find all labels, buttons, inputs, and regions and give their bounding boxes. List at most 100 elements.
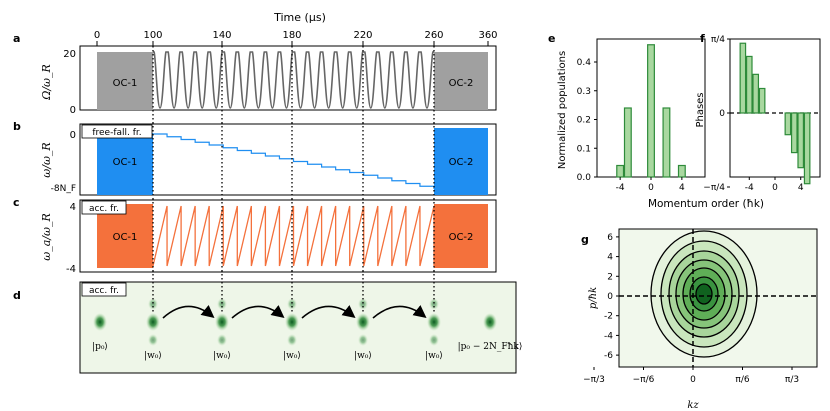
panel-e-ylabel: Normalized populations bbox=[557, 51, 568, 169]
xtick-label: π/3 bbox=[785, 375, 799, 385]
panel-c: OC-1 OC-2 acc. fr. 4 -4 ω_a/ω_R bbox=[40, 199, 497, 275]
panel-a-pulse-train bbox=[153, 51, 434, 109]
panel-b-oc1-label: OC-1 bbox=[113, 157, 138, 168]
panel-b-frame-label: free-fall. fr. bbox=[92, 128, 141, 138]
phase-bar bbox=[745, 55, 753, 114]
time-tick-label: 360 bbox=[478, 30, 497, 41]
panel-f-letter: f bbox=[700, 32, 705, 45]
time-axis-title: Time (μs) bbox=[273, 11, 326, 24]
wavepacket-side bbox=[287, 298, 297, 310]
wavepacket bbox=[93, 313, 107, 331]
phase-bar bbox=[752, 73, 760, 114]
panel-g-contours bbox=[650, 230, 758, 358]
population-bar bbox=[616, 164, 625, 178]
panel-b-staircase bbox=[153, 133, 435, 189]
panel-b-frame bbox=[79, 123, 497, 196]
panel-a-oc2-label: OC-2 bbox=[449, 78, 474, 89]
panel-b-frame-box bbox=[81, 124, 153, 139]
density-contour bbox=[695, 283, 713, 305]
ytick-label: 4 bbox=[607, 253, 613, 263]
transport-arrow bbox=[372, 305, 427, 319]
panel-e-ticks: 0.0 0.1 0.2 0.3 0.4 -4 0 4 bbox=[577, 58, 685, 193]
time-tick-label: 140 bbox=[212, 30, 231, 41]
wavepacket-side bbox=[358, 298, 368, 310]
panel-g-ylabel: p/ħk bbox=[588, 287, 599, 309]
wavepacket bbox=[483, 313, 497, 331]
panel-a-ylabel: Ω/ω_R bbox=[40, 64, 53, 101]
panel-b-oc2-label: OC-2 bbox=[449, 157, 474, 168]
panel-d-frame-box bbox=[81, 282, 127, 297]
time-tick-label: 180 bbox=[282, 30, 301, 41]
panel-a-ytick-0: 0 bbox=[70, 105, 76, 116]
xtick-label: π/6 bbox=[735, 375, 749, 385]
panel-g-letter: g bbox=[581, 233, 589, 246]
wavepacket-side bbox=[217, 334, 227, 346]
panel-d-frame-label: acc. fr. bbox=[89, 286, 119, 296]
ytick-label: -6 bbox=[604, 351, 613, 361]
panel-f-bars bbox=[739, 42, 811, 185]
transport-arrow bbox=[301, 305, 356, 319]
panel-c-frame-box bbox=[81, 200, 127, 215]
panel-e-bars bbox=[616, 44, 686, 178]
panel-b-ytick-0: 0 bbox=[70, 130, 76, 141]
phase-bar bbox=[739, 42, 747, 114]
ytick-label: 0 bbox=[607, 292, 613, 302]
panel-d-arrows bbox=[162, 304, 427, 319]
xtick-label: 4 bbox=[679, 183, 685, 193]
ytick-label: 2 bbox=[607, 272, 613, 282]
panel-b-letter: b bbox=[13, 120, 21, 133]
panel-c-ylabel: ω_a/ω_R bbox=[40, 213, 53, 261]
wavepacket-side bbox=[358, 334, 368, 346]
shared-xlabel: Momentum order (ħk) bbox=[648, 198, 764, 210]
time-axis-ticks: 0 100 140 180 220 260 360 bbox=[94, 30, 498, 46]
panel-e: 0.0 0.1 0.2 0.3 0.4 -4 0 4 Normalized populatio… bbox=[557, 38, 706, 193]
panel-c-frame bbox=[79, 199, 497, 273]
wavepacket-center bbox=[285, 313, 299, 331]
ytick-label: 0 bbox=[719, 109, 725, 119]
wavepacket-side bbox=[429, 334, 439, 346]
wavepacket-side bbox=[217, 298, 227, 310]
wavepacket-center bbox=[356, 313, 370, 331]
state-label: |w₀⟩ bbox=[144, 351, 162, 361]
ytick-label: −π/4 bbox=[703, 183, 725, 193]
panel-g-ticks: 6 4 2 0 -2 -4 -6 −π/3 −π/6 0 π/6 π/3 bbox=[583, 233, 799, 385]
panel-b-oc2-block bbox=[434, 128, 488, 195]
time-tick-label: 100 bbox=[143, 30, 162, 41]
wavepacket-center bbox=[146, 313, 160, 331]
panel-b: OC-1 OC-2 free-fall. fr. 0 -8N_F ω/ω_R bbox=[40, 123, 497, 196]
panel-a-oc1-label: OC-1 bbox=[113, 78, 138, 89]
panel-b-ytick-min: -8N_F bbox=[51, 184, 76, 194]
ytick-label: 0.2 bbox=[577, 116, 591, 126]
xtick-label: 4 bbox=[798, 183, 804, 193]
wavepacket-side bbox=[148, 334, 158, 346]
state-label: |p₀⟩ bbox=[92, 342, 108, 352]
panel-c-letter: c bbox=[13, 196, 20, 209]
panel-d-state-labels: |p₀⟩ |w₀⟩ |w₀⟩ |w₀⟩ |w₀⟩ |w₀⟩ |p₀ − 2N_Fħk⟩ bbox=[92, 342, 522, 361]
panel-a-letter: a bbox=[13, 32, 20, 45]
panel-a: OC-1 OC-2 20 0 Ω/ω_R bbox=[40, 45, 497, 116]
ytick-label: 0.1 bbox=[577, 144, 591, 154]
panel-a-ytick-20: 20 bbox=[63, 49, 76, 60]
phase-bar bbox=[784, 112, 792, 136]
xtick-label: −π/6 bbox=[633, 375, 655, 385]
time-markers bbox=[152, 46, 435, 312]
xtick-label: 0 bbox=[648, 183, 654, 193]
phase-bar bbox=[758, 87, 766, 114]
panel-c-ytick-neg4: -4 bbox=[66, 264, 76, 275]
panel-g: 6 4 2 0 -2 -4 -6 −π/3 −π/6 0 π/6 π/3 p/ħk kz bbox=[583, 228, 818, 411]
phase-bar bbox=[790, 112, 798, 154]
population-bar bbox=[677, 164, 686, 178]
transport-arrow bbox=[231, 305, 285, 319]
state-label: |w₀⟩ bbox=[425, 351, 443, 361]
panel-c-oc1-block bbox=[97, 204, 153, 268]
panel-b-ylabel: ω/ω_R bbox=[40, 142, 53, 177]
panel-d-letter: d bbox=[13, 289, 21, 302]
population-bar bbox=[647, 44, 655, 178]
wavepacket-side bbox=[287, 334, 297, 346]
panel-a-oc1-block bbox=[97, 52, 153, 110]
xtick-label: 0 bbox=[772, 183, 778, 193]
panel-f-ticks: π/4 0 −π/4 -4 0 4 bbox=[703, 35, 804, 193]
xtick-label: -4 bbox=[616, 183, 625, 193]
panel-d: acc. fr. |p₀⟩ |w₀⟩ |w₀⟩ |w₀⟩ |w₀⟩ |w₀⟩ |p₀ − 2… bbox=[79, 281, 522, 374]
